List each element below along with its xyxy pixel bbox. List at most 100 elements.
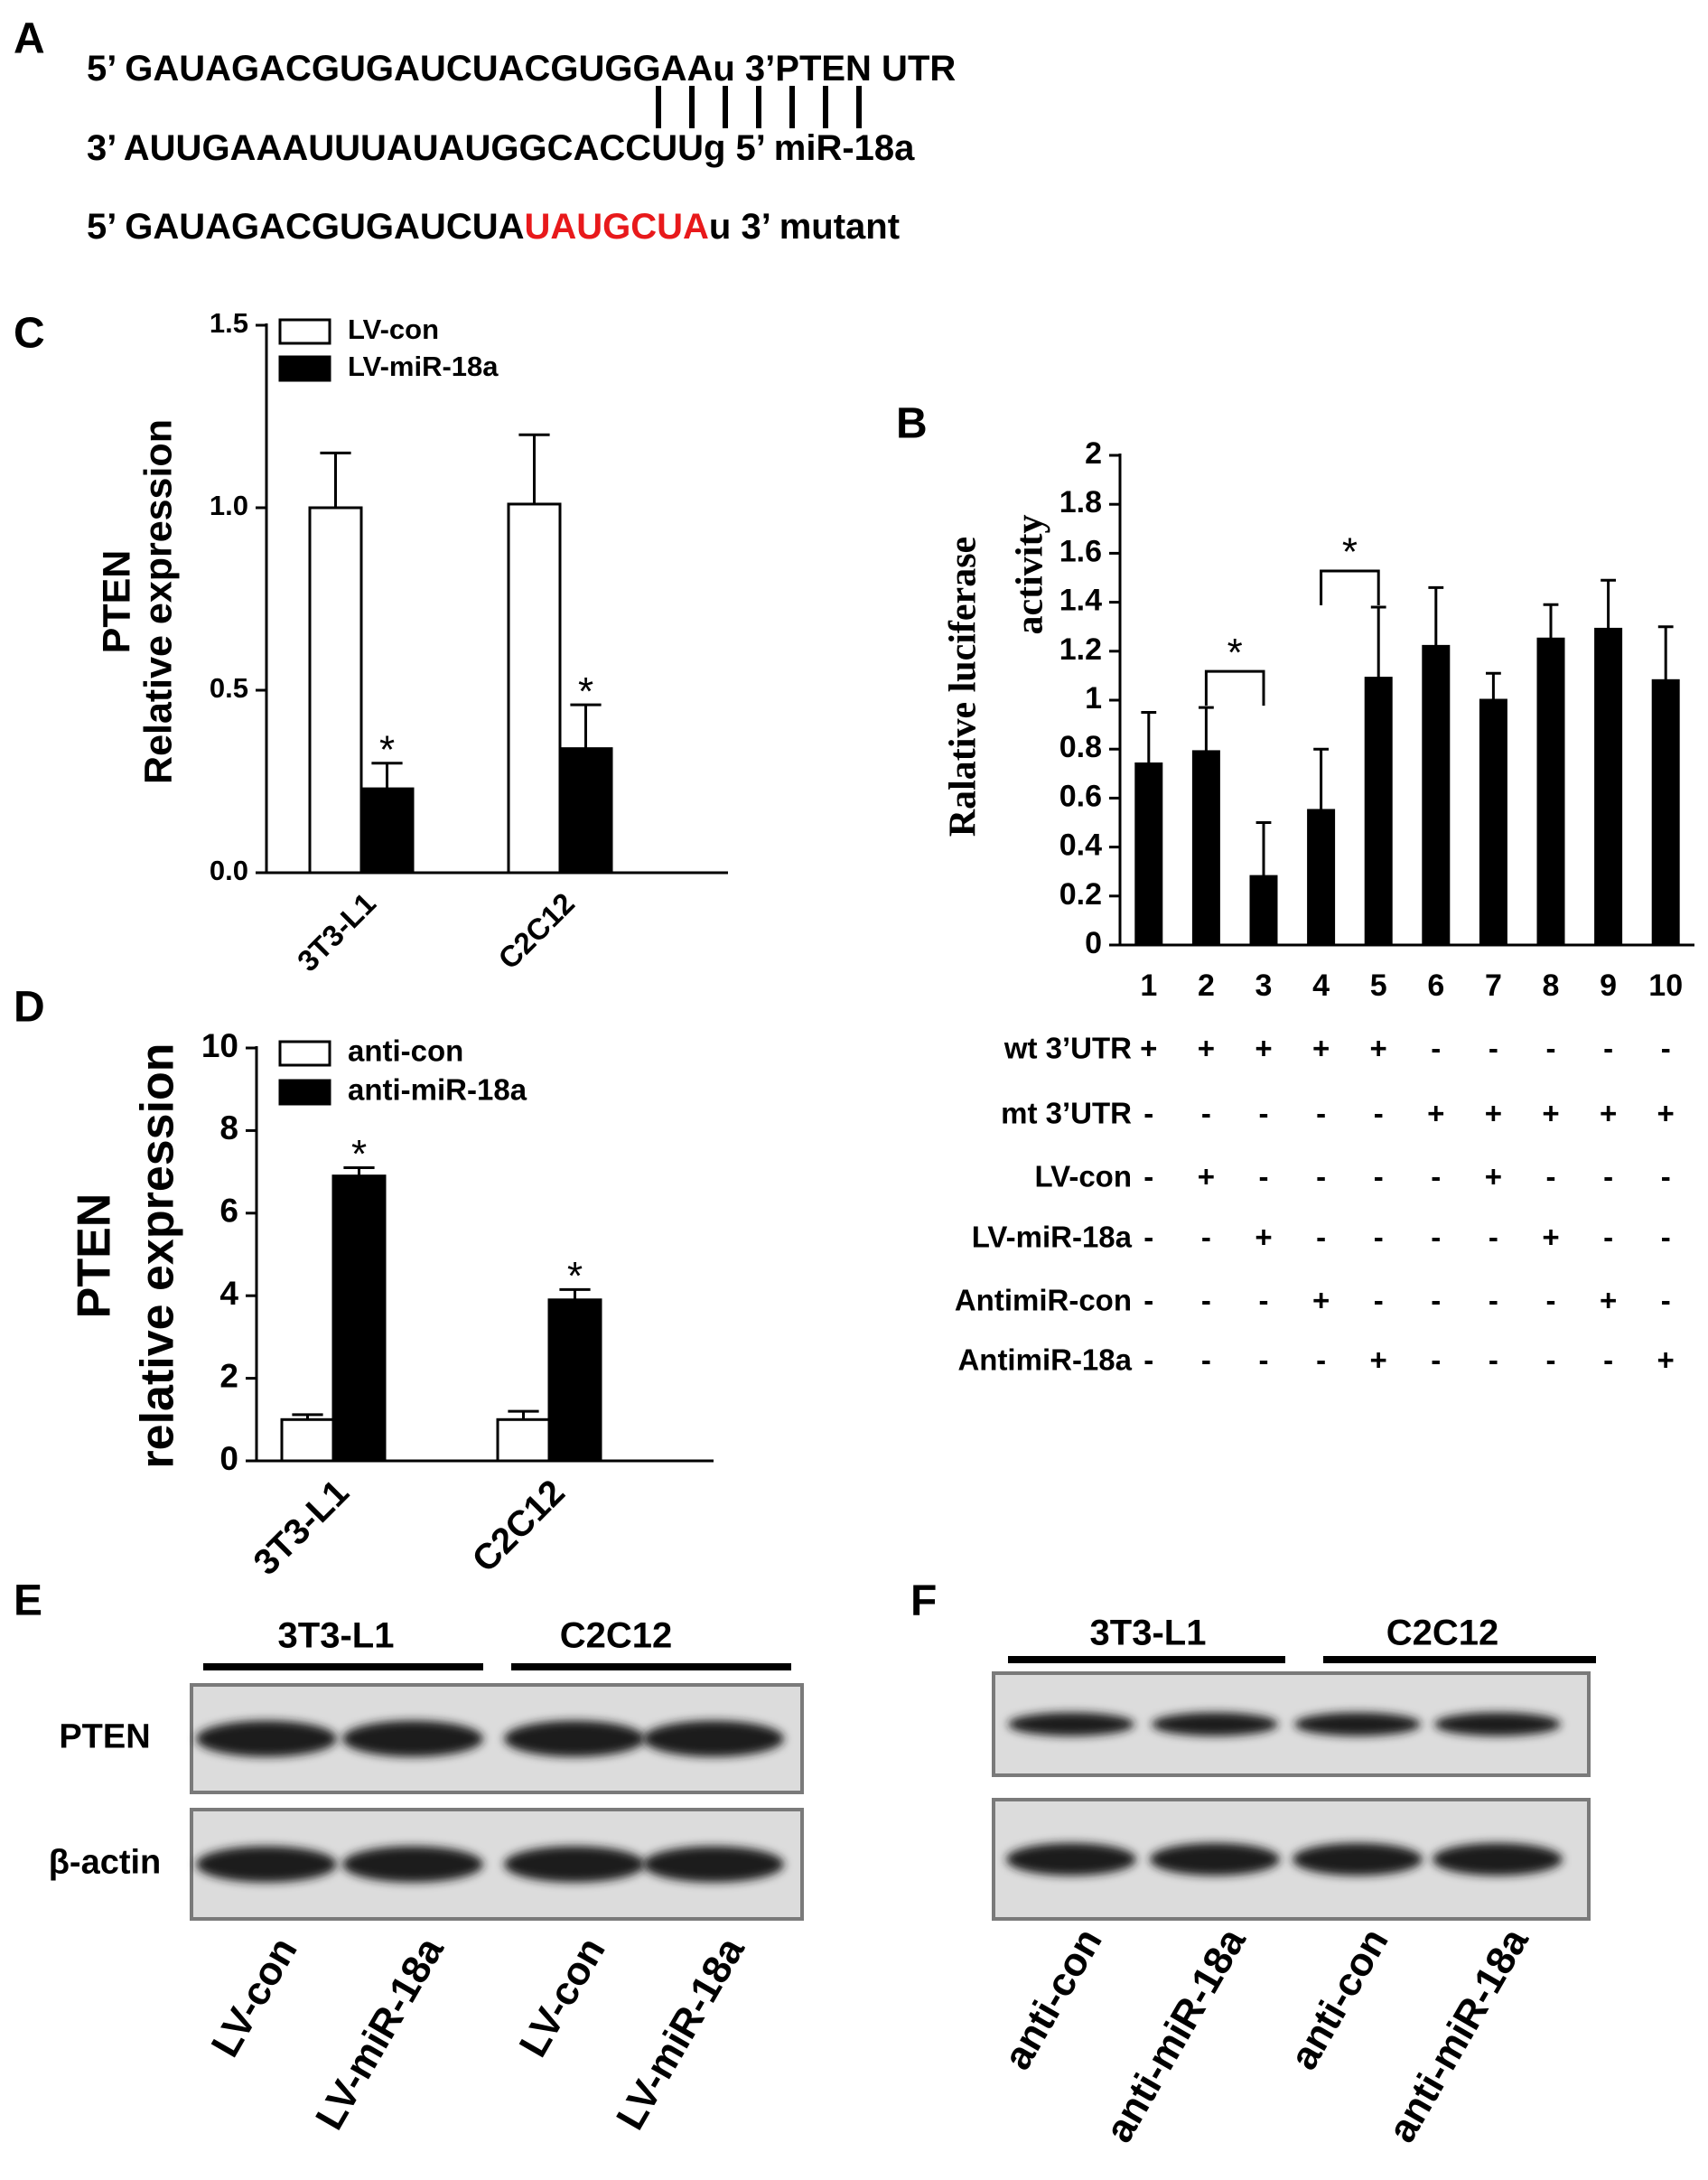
significance-marker: * (351, 1132, 367, 1176)
blot-band (1434, 1712, 1561, 1736)
panel-label: F (910, 1577, 937, 1625)
blot-band (643, 1846, 784, 1883)
legend-swatch (278, 1040, 331, 1067)
sequence-line: 5’ GAUAGACGUGAUCUACGUGGAAu 3’PTEN UTR (87, 49, 956, 89)
condition-mark: - (1143, 1097, 1153, 1130)
y-tick-label: 2 (219, 1357, 238, 1394)
group-label: C2C12 (1386, 1614, 1499, 1653)
legend-swatch (278, 355, 331, 382)
condition-mark: - (1316, 1160, 1326, 1193)
condition-mark: - (1431, 1160, 1441, 1193)
x-tick-label: 1 (1140, 968, 1157, 1003)
y-tick-label: 1.8 (1059, 485, 1102, 519)
y-tick-label: 2 (1085, 436, 1102, 471)
condition-mark: - (1546, 1160, 1556, 1193)
condition-mark: + (1542, 1097, 1559, 1130)
blot-band (504, 1720, 645, 1757)
y-tick-label: 10 (201, 1027, 238, 1064)
legend-label: LV-con (348, 313, 439, 345)
group-label: C2C12 (560, 1616, 673, 1656)
condition-mark: - (1143, 1160, 1153, 1193)
condition-mark: - (1143, 1343, 1153, 1377)
condition-mark: - (1661, 1160, 1671, 1193)
x-tick-label: 8 (1543, 968, 1560, 1003)
bar (496, 1417, 551, 1463)
x-tick-label: 10 (1648, 968, 1683, 1003)
condition-mark: - (1661, 1032, 1671, 1065)
condition-label: LV-con (1034, 1160, 1132, 1193)
condition-mark: - (1431, 1032, 1441, 1065)
blot-band (1150, 1843, 1280, 1876)
blot-band (1152, 1712, 1278, 1736)
condition-mark: + (1542, 1221, 1559, 1254)
condition-mark: - (1143, 1221, 1153, 1254)
condition-mark: - (1316, 1343, 1326, 1377)
row-label: β-actin (49, 1844, 162, 1882)
condition-mark: + (1370, 1032, 1387, 1065)
condition-label: wt 3’UTR (1003, 1032, 1132, 1065)
blot-band (504, 1846, 645, 1883)
blot-band (1433, 1843, 1563, 1876)
condition-mark: + (1255, 1032, 1272, 1065)
blot-band (342, 1846, 483, 1883)
condition-mark: + (1140, 1032, 1157, 1065)
condition-mark: + (1370, 1343, 1387, 1377)
bar (1249, 875, 1278, 947)
panel-label: B (896, 400, 928, 448)
blot-band (1294, 1712, 1421, 1736)
y-tick-label: 1.4 (1059, 584, 1102, 618)
y-tick-label: 1.0 (210, 490, 248, 521)
y-tick-label: 8 (219, 1109, 238, 1146)
bar (547, 1298, 602, 1463)
condition-mark: - (1603, 1032, 1613, 1065)
condition-mark: - (1143, 1284, 1153, 1317)
y-axis-label: relative expression (132, 1043, 184, 1468)
legend-swatch (278, 318, 331, 345)
panel-label: E (14, 1577, 42, 1625)
bar (1479, 698, 1507, 947)
panel-label: D (14, 984, 45, 1032)
bar (280, 1417, 335, 1463)
bar (308, 506, 363, 875)
x-tick-label: 4 (1312, 968, 1330, 1003)
x-tick-label: 3 (1255, 968, 1273, 1003)
blot-band (1006, 1843, 1136, 1876)
group-label: 3T3-L1 (1090, 1614, 1207, 1653)
y-tick-label: 0 (219, 1440, 238, 1477)
bar (1651, 678, 1680, 947)
y-tick-label: 0.5 (210, 672, 248, 704)
condition-mark: + (1657, 1343, 1675, 1377)
condition-mark: + (1312, 1284, 1330, 1317)
y-tick-label: 1 (1085, 681, 1102, 716)
condition-mark: + (1600, 1284, 1617, 1317)
blot-band (643, 1720, 784, 1757)
legend-swatch (278, 1079, 331, 1106)
y-tick-label: 0.6 (1059, 779, 1102, 813)
blot-band (342, 1720, 483, 1757)
blot-band (196, 1720, 337, 1757)
condition-mark: + (1198, 1032, 1215, 1065)
condition-mark: - (1489, 1343, 1498, 1377)
condition-mark: - (1489, 1284, 1498, 1317)
x-tick-label: 9 (1600, 968, 1617, 1003)
condition-mark: - (1259, 1284, 1269, 1317)
condition-mark: + (1657, 1097, 1675, 1130)
condition-mark: + (1198, 1160, 1215, 1193)
condition-mark: + (1312, 1032, 1330, 1065)
y-tick-label: 0.2 (1059, 877, 1102, 912)
condition-mark: - (1259, 1343, 1269, 1377)
significance-marker: * (1227, 631, 1243, 675)
y-axis-label: activity (1010, 515, 1051, 635)
sequence-text: 5’ GAUAGACGUGAUCUACGUGGAAu 3’PTEN UTR (87, 49, 956, 89)
x-tick-label: 5 (1370, 968, 1387, 1003)
condition-mark: - (1259, 1097, 1269, 1130)
condition-mark: - (1431, 1284, 1441, 1317)
legend-label: anti-miR-18a (348, 1073, 527, 1107)
y-tick-label: 1.6 (1059, 534, 1102, 568)
condition-mark: - (1201, 1284, 1211, 1317)
y-tick-label: 0.0 (210, 855, 248, 886)
x-tick-label: 7 (1485, 968, 1502, 1003)
row-label: PTEN (59, 1718, 150, 1756)
condition-label: LV-miR-18a (972, 1221, 1133, 1254)
y-tick-label: 4 (219, 1275, 238, 1312)
